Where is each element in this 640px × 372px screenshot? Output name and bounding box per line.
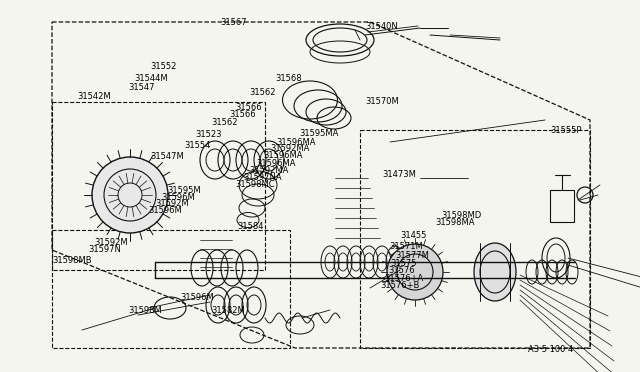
Text: 31571M: 31571M xyxy=(389,242,423,251)
Text: 31547: 31547 xyxy=(128,83,154,92)
Circle shape xyxy=(92,157,168,233)
Text: 31598M: 31598M xyxy=(128,306,162,315)
Text: 31473M: 31473M xyxy=(383,170,417,179)
Text: 31542M: 31542M xyxy=(77,92,111,101)
Text: 31582M: 31582M xyxy=(211,306,245,315)
Text: 31523: 31523 xyxy=(195,130,221,139)
Ellipse shape xyxy=(474,243,516,301)
Text: 31595MA: 31595MA xyxy=(300,129,339,138)
Text: 31570M: 31570M xyxy=(365,97,399,106)
Text: 31592M: 31592M xyxy=(155,199,189,208)
Text: 31567: 31567 xyxy=(220,18,247,27)
Text: 31576+B: 31576+B xyxy=(380,281,420,290)
Text: 31596MA: 31596MA xyxy=(264,151,303,160)
Text: 31592MA: 31592MA xyxy=(250,166,289,175)
Text: 31598MB: 31598MB xyxy=(52,256,92,265)
Text: 31597NA: 31597NA xyxy=(243,173,282,182)
Text: 31577M: 31577M xyxy=(396,251,429,260)
Text: 31555P: 31555P xyxy=(550,126,582,135)
Text: 31562: 31562 xyxy=(250,88,276,97)
Text: 31596M: 31596M xyxy=(161,193,195,202)
Text: 31576+A: 31576+A xyxy=(384,274,423,283)
Text: 31566: 31566 xyxy=(229,110,256,119)
Text: 31540N: 31540N xyxy=(365,22,397,31)
Text: 31597N: 31597N xyxy=(88,245,121,254)
Text: 31598MD: 31598MD xyxy=(442,211,482,219)
Text: 31598MC: 31598MC xyxy=(236,180,275,189)
Text: 31547M: 31547M xyxy=(150,152,184,161)
Text: 31596MA: 31596MA xyxy=(276,138,316,147)
Text: 31576: 31576 xyxy=(388,266,415,275)
Text: 31584: 31584 xyxy=(237,222,263,231)
Circle shape xyxy=(387,244,443,300)
Text: 31562: 31562 xyxy=(211,118,237,127)
Text: 31592MA: 31592MA xyxy=(270,144,310,153)
Bar xyxy=(550,190,574,222)
Text: 31575: 31575 xyxy=(390,259,417,268)
Text: 31596M: 31596M xyxy=(180,293,214,302)
Text: A3 5 100 4: A3 5 100 4 xyxy=(528,345,573,354)
Text: 31552: 31552 xyxy=(150,62,177,71)
Text: 31544M: 31544M xyxy=(134,74,168,83)
Text: 31455: 31455 xyxy=(400,231,426,240)
Text: 31554: 31554 xyxy=(184,141,211,150)
Text: 31592M: 31592M xyxy=(95,238,129,247)
Text: 31596M: 31596M xyxy=(148,206,182,215)
Text: 31598MA: 31598MA xyxy=(435,218,475,227)
Text: 31595M: 31595M xyxy=(168,186,202,195)
Text: 31568: 31568 xyxy=(275,74,302,83)
Text: 31566: 31566 xyxy=(236,103,262,112)
Text: 31596MA: 31596MA xyxy=(256,159,296,168)
